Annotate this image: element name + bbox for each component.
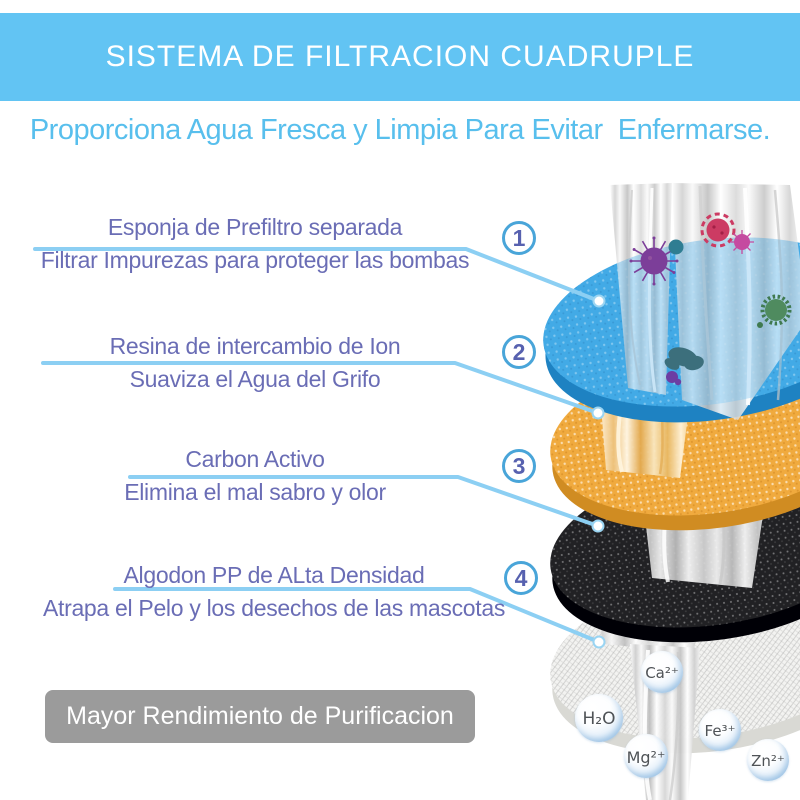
step-4-number-badge: 4 xyxy=(504,561,538,595)
step-3-labels: Carbon Activo Elimina el mal sabro y olo… xyxy=(0,443,510,509)
connector-lines xyxy=(33,247,601,644)
step-2-number-badge: 2 xyxy=(502,335,536,369)
anchor-dot-1 xyxy=(592,294,606,308)
connector-step-1 xyxy=(33,247,601,303)
ion-bubble-mg: Mg²⁺ xyxy=(624,734,668,778)
ion-bubble-mg-label: Mg²⁺ xyxy=(626,747,666,767)
ion-bubble-fe: Fe³⁺ xyxy=(699,709,741,751)
connector-step-2 xyxy=(41,361,600,415)
ion-bubble-h2o-label: H₂O xyxy=(582,709,616,729)
connector-step-3 xyxy=(128,475,600,528)
step-2-labels: Resina de intercambio de Ion Suaviza el … xyxy=(0,330,510,396)
step-4-title: Algodon PP de ALta Densidad xyxy=(123,562,425,588)
microbe-pink-virus-icon xyxy=(730,230,754,254)
ion-bubble-h2o: H₂O xyxy=(575,694,623,742)
anchor-dot-2 xyxy=(591,406,605,420)
step-2-title: Resina de intercambio de Ion xyxy=(109,333,401,359)
step-1-labels: Esponja de Prefiltro separada Filtrar Im… xyxy=(0,211,510,277)
anchor-dot-4 xyxy=(592,635,606,649)
step-1-description: Filtrar Impurezas para proteger las bomb… xyxy=(40,247,470,273)
step-2-description: Suaviza el Agua del Grifo xyxy=(129,366,381,392)
connector-anchor-dots xyxy=(591,294,606,649)
subtitle: Proporciona Agua Fresca y Limpia Para Ev… xyxy=(29,114,771,146)
ion-bubble-fe-label: Fe³⁺ xyxy=(704,722,736,740)
microbe-teal-dot-icon xyxy=(668,239,684,255)
microbe-green-fuzzy-icon xyxy=(757,294,792,328)
title-banner: SISTEMA DE FILTRACION CUADRUPLE xyxy=(0,13,800,101)
ion-bubble-ca: Ca²⁺ xyxy=(641,651,683,693)
ion-bubble-zn: Zn²⁺ xyxy=(747,739,789,781)
ion-bubble-zn-label: Zn²⁺ xyxy=(751,752,785,770)
step-3-description: Elimina el mal sabro y olor xyxy=(124,479,386,505)
step-4-description: Atrapa el Pelo y los desechos de las mas… xyxy=(42,595,506,621)
step-1-number: 1 xyxy=(512,224,526,251)
ion-bubble-ca-label: Ca²⁺ xyxy=(645,664,679,682)
connector-step-4 xyxy=(113,587,601,644)
step-4-number: 4 xyxy=(514,564,528,591)
step-2-number: 2 xyxy=(512,338,526,365)
microbe-purple-splat-icon xyxy=(666,371,682,386)
water-stream-top xyxy=(543,183,800,420)
step-3-number: 3 xyxy=(512,452,526,479)
step-3-number-badge: 3 xyxy=(502,449,536,483)
footer-badge: Mayor Rendimiento de Purificacion xyxy=(45,690,475,743)
step-3-title: Carbon Activo xyxy=(185,446,325,472)
main-title: SISTEMA DE FILTRACION CUADRUPLE xyxy=(105,40,695,73)
microbe-spiky-virus-icon xyxy=(629,236,679,286)
anchor-dot-3 xyxy=(591,519,605,533)
microbes-group xyxy=(629,212,792,386)
step-1-number-badge: 1 xyxy=(502,221,536,255)
microbe-teal-splat-icon xyxy=(664,347,704,371)
microbe-crimson-virus-icon xyxy=(700,212,736,248)
step-4-labels: Algodon PP de ALta Densidad Atrapa el Pe… xyxy=(0,559,548,625)
step-1-title: Esponja de Prefiltro separada xyxy=(107,214,403,240)
